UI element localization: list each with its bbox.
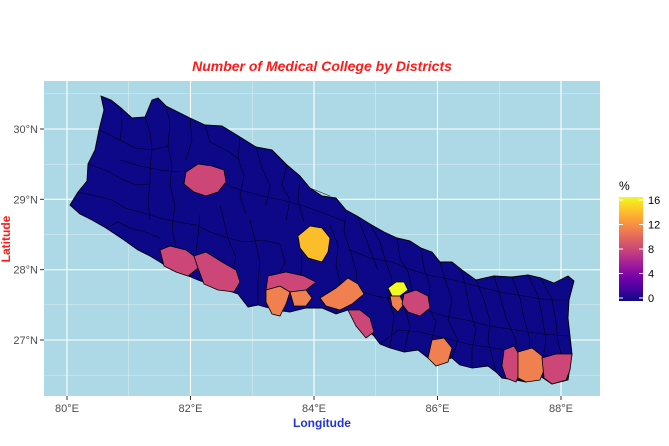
x-axis-title: Longitude [293,416,351,430]
district-dhanusha [427,337,453,367]
district-morang [517,347,545,383]
legend-title: % [619,179,630,193]
x-axis-ticks: 80°E 82°E 84°E 86°E 88°E [55,396,573,415]
district-chitwan [319,277,365,311]
y-tick-label: 30°N [13,124,38,136]
district-nawalparasi [289,289,313,307]
y-tick-label: 27°N [13,335,38,347]
legend-label: 4 [648,269,654,281]
legend: % 16 12 8 4 0 [619,179,660,305]
legend-label: 16 [648,195,660,207]
district-kaski [297,225,331,263]
x-tick-label: 88°E [549,403,573,415]
y-tick-label: 29°N [13,194,38,206]
district-dang [193,251,241,293]
district-dailekh [183,163,227,197]
district-parsa [347,309,375,339]
y-tick-label: 28°N [13,265,38,277]
highlighted-districts [159,163,573,385]
y-axis-ticks: 27°N 28°N 29°N 30°N [13,124,44,347]
nepal-map [69,95,575,385]
legend-label: 12 [648,220,660,232]
x-tick-label: 82°E [179,403,203,415]
x-tick-label: 86°E [426,403,450,415]
legend-ticks: 16 12 8 4 0 [619,195,660,305]
district-lalitpur [389,295,405,313]
legend-label: 8 [648,244,654,256]
x-tick-label: 84°E [302,403,326,415]
y-axis-title: Latitude [0,215,13,262]
district-jhapa [541,353,573,385]
district-kavre [401,289,431,317]
chart-title: Number of Medical College by Districts [192,58,452,74]
legend-label: 0 [648,293,654,305]
x-tick-label: 80°E [55,403,79,415]
